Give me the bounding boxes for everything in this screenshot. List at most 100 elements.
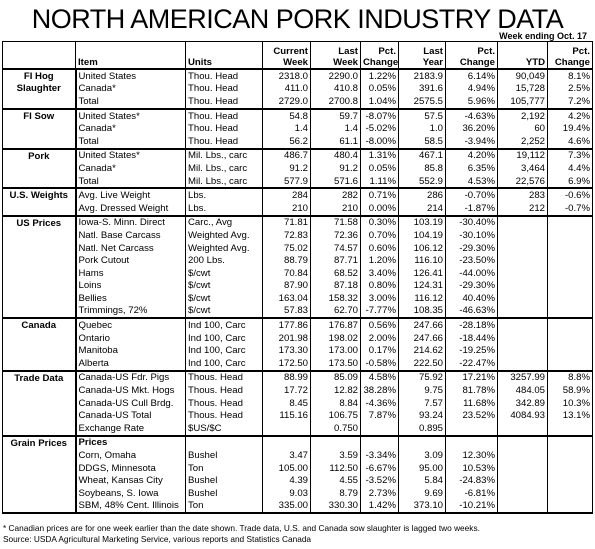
table-row: Canada-US Cull Brdg. Thous. Head 8.45 8.84-… bbox=[3, 396, 593, 410]
item-cell: Exchange Rate bbox=[75, 422, 186, 437]
unit-cell: 200 Lbs. bbox=[185, 254, 263, 267]
subheading: Prices bbox=[75, 435, 186, 450]
empty-cell bbox=[547, 241, 593, 255]
value-cell: 330.30 bbox=[310, 499, 361, 515]
value-cell: 8.79 bbox=[310, 487, 361, 500]
table-row: SBM, 48% Cent. Illinois Ton 335.00 330.30 1.… bbox=[3, 499, 593, 515]
value-cell: 571.6 bbox=[310, 174, 361, 190]
empty-cell bbox=[497, 229, 548, 242]
header-cell: Current Week bbox=[262, 41, 311, 70]
group-label: Canada bbox=[2, 318, 77, 372]
value-cell: -22.47% bbox=[445, 357, 498, 372]
unit-cell: Ton bbox=[185, 499, 263, 515]
value-cell: 2729.0 bbox=[262, 95, 311, 110]
value-cell: 3.40% bbox=[360, 266, 399, 280]
value-cell: 222.50 bbox=[398, 357, 446, 372]
value-cell: 0.30% bbox=[360, 215, 399, 230]
value-cell: 87.71 bbox=[310, 254, 361, 267]
value-cell: 4084.93 bbox=[497, 409, 548, 423]
value-cell: 87.18 bbox=[310, 279, 361, 293]
item-cell: Canada-US Total bbox=[75, 409, 186, 423]
value-cell: -8.07% bbox=[360, 108, 399, 123]
value-cell: 104.19 bbox=[398, 229, 446, 242]
table-row: Exchange Rate $US/$C 0.750 0.895 bbox=[3, 422, 593, 437]
value-cell: 8.45 bbox=[262, 396, 311, 410]
value-cell: 91.2 bbox=[262, 162, 311, 175]
table-row: Alberta Ind 100, Carc 172.50 173.50 -0.58% 22… bbox=[3, 357, 593, 372]
table-row: Canada* Mil. Lbs., carc 91.2 91.2 0.05% 85.8 6… bbox=[3, 162, 593, 175]
group-label: FI Hog Slaughter bbox=[2, 69, 77, 110]
table-row: U.S. Weights Avg. Live Weight Lbs. 284 282 0.… bbox=[2, 188, 593, 217]
unit-cell: Ind 100, Carc bbox=[185, 331, 263, 345]
value-cell: 214 bbox=[398, 201, 446, 217]
value-cell: -0.70% bbox=[445, 188, 498, 202]
empty-cell bbox=[398, 435, 446, 450]
item-cell: Avg. Live Weight bbox=[75, 188, 186, 202]
value-cell: 58.5 bbox=[398, 134, 446, 150]
value-cell: 88.79 bbox=[262, 254, 311, 267]
value-cell: 85.8 bbox=[398, 162, 446, 175]
empty-cell bbox=[547, 449, 593, 462]
empty-cell bbox=[310, 435, 361, 450]
table-row: FI Sow United States* Thou. Head 54.8 59.7 -8… bbox=[2, 108, 593, 150]
value-cell: 0.05% bbox=[360, 82, 399, 96]
unit-cell: Thous. Head bbox=[185, 396, 263, 410]
item-cell: Total bbox=[75, 134, 186, 150]
empty-cell bbox=[547, 292, 593, 305]
value-cell: 9.03 bbox=[262, 487, 311, 500]
value-cell: 8.84 bbox=[310, 396, 361, 410]
value-cell: -3.52% bbox=[360, 474, 399, 487]
group-label: Grain Prices bbox=[2, 435, 77, 515]
value-cell: 15,728 bbox=[497, 82, 548, 96]
item-cell: Natl. Base Carcass bbox=[75, 229, 186, 242]
value-cell: -7.77% bbox=[360, 304, 399, 320]
value-cell: 282 bbox=[310, 188, 361, 202]
value-cell: -4.36% bbox=[360, 396, 399, 410]
value-cell: -24.83% bbox=[445, 474, 498, 487]
value-cell: 36.20% bbox=[445, 122, 498, 135]
value-cell: -0.6% bbox=[547, 188, 593, 202]
value-cell: 61.1 bbox=[310, 134, 361, 150]
value-cell: 484.05 bbox=[497, 384, 548, 397]
value-cell: -29.30% bbox=[445, 279, 498, 293]
empty-cell bbox=[185, 435, 263, 450]
table-row: Corn, Omaha Bushel 3.47 3.59 -3.34% 3.09 12.30… bbox=[3, 449, 593, 462]
value-cell: -30.10% bbox=[445, 229, 498, 242]
unit-cell: Ind 100, Carc bbox=[185, 344, 263, 358]
unit-cell: Ind 100, Carc bbox=[185, 357, 263, 372]
item-cell: Iowa-S. Minn. Direct bbox=[75, 215, 186, 230]
empty-cell bbox=[262, 435, 311, 450]
value-cell: 391.6 bbox=[398, 82, 446, 96]
value-cell: -19.25% bbox=[445, 344, 498, 358]
table-row: DDGS, Minnesota Ton 105.00 112.50 -6.67% 95.0… bbox=[3, 461, 593, 475]
empty-cell bbox=[547, 461, 593, 475]
empty-cell bbox=[360, 422, 399, 437]
value-cell: 62.70 bbox=[310, 304, 361, 320]
unit-cell: $/cwt bbox=[185, 279, 263, 293]
empty-cell bbox=[497, 435, 548, 450]
table-row: Trimmings, 72% $/cwt 57.83 62.70 -7.77% 108.3… bbox=[3, 304, 593, 320]
header-cell: Last Year bbox=[398, 41, 446, 70]
value-cell: 486.7 bbox=[262, 148, 311, 163]
value-cell: 4.20% bbox=[445, 148, 498, 163]
empty-cell bbox=[497, 487, 548, 500]
item-cell: Canada* bbox=[75, 82, 186, 96]
value-cell: -44.00% bbox=[445, 266, 498, 280]
unit-cell: Carc., Avg bbox=[185, 215, 263, 230]
empty-cell bbox=[497, 215, 548, 230]
unit-cell: Thou. Head bbox=[185, 134, 263, 150]
value-cell: 212 bbox=[497, 201, 548, 217]
value-cell: 172.50 bbox=[262, 357, 311, 372]
table-row: Manitoba Ind 100, Carc 173.30 173.00 0.17% 21… bbox=[3, 344, 593, 358]
value-cell: 3257.99 bbox=[497, 370, 548, 385]
group-label: Pork bbox=[2, 148, 77, 190]
value-cell: 411.0 bbox=[262, 82, 311, 96]
unit-cell: Bushel bbox=[185, 487, 263, 500]
value-cell: 115.16 bbox=[262, 409, 311, 423]
empty-cell bbox=[497, 331, 548, 345]
unit-cell: $/cwt bbox=[185, 304, 263, 320]
table-row: Trade Data Canada-US Fdr. Pigs Thous. Head… bbox=[2, 370, 593, 437]
item-cell: United States* bbox=[75, 148, 186, 163]
value-cell: 126.41 bbox=[398, 266, 446, 280]
title: NORTH AMERICAN PORK INDUSTRY DATA bbox=[31, 4, 564, 34]
